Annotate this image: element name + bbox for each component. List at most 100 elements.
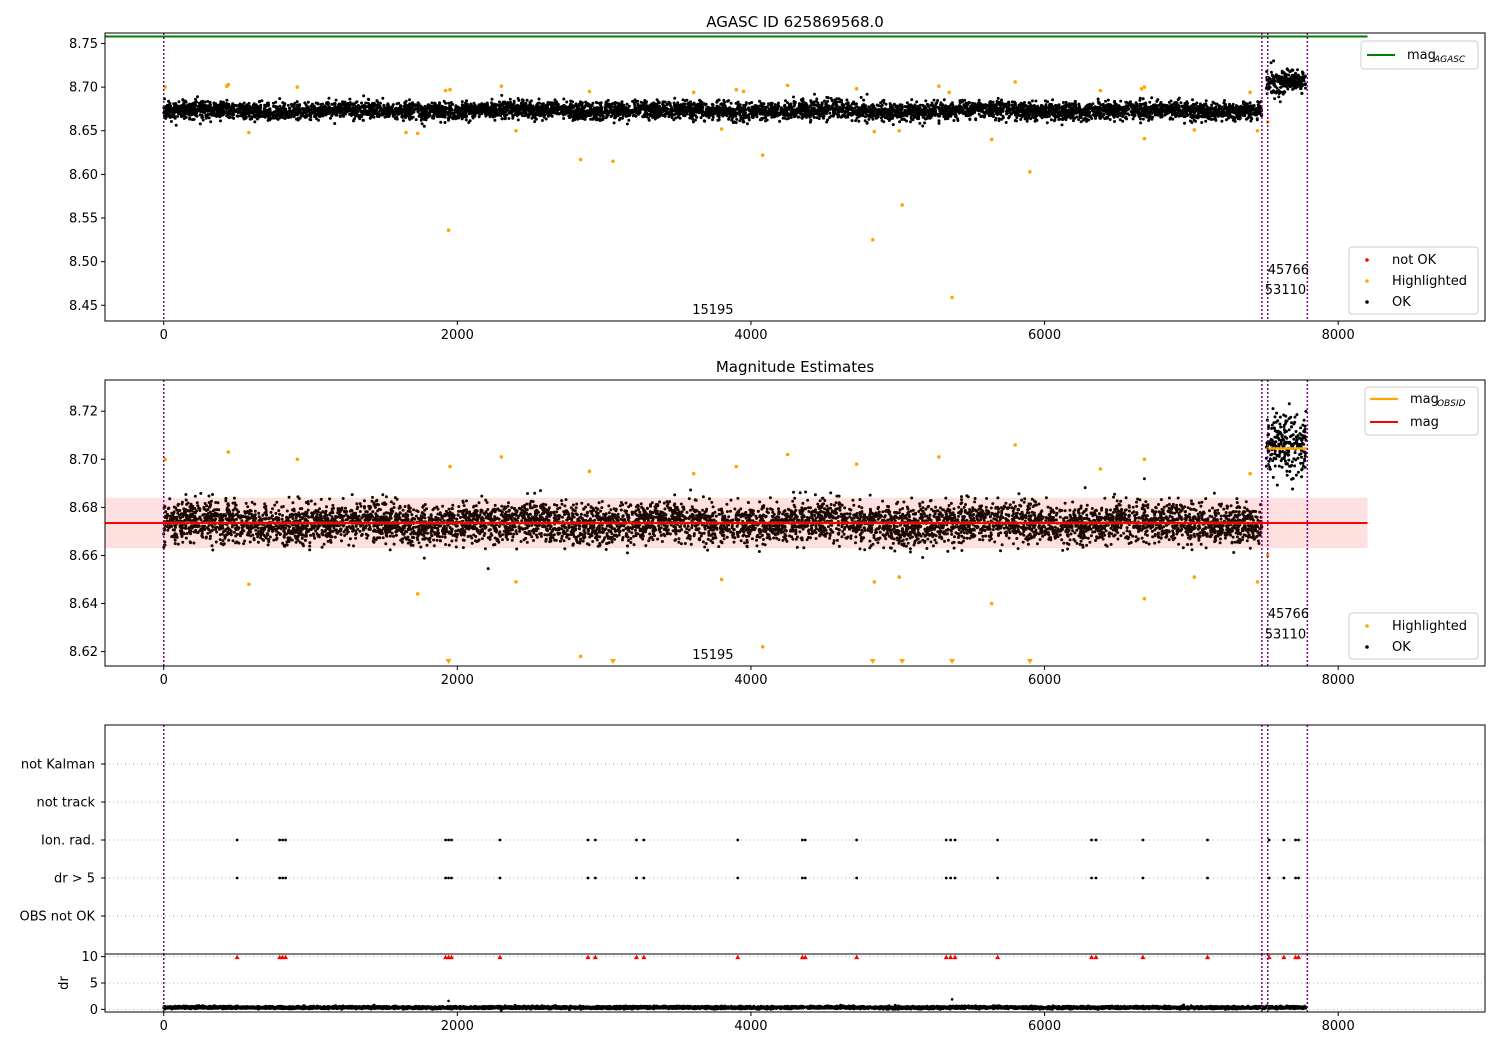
panel-agasc-marks: 8.458.508.558.608.658.708.750 2000 4000 600…	[69, 33, 1368, 343]
data-point	[905, 119, 908, 123]
data-point	[764, 119, 768, 123]
data-point	[408, 98, 411, 102]
data-point	[879, 101, 883, 105]
data-point	[1106, 98, 1110, 102]
data-point	[1175, 108, 1179, 112]
data-point	[420, 122, 424, 126]
data-point	[1119, 99, 1123, 103]
data-point	[1174, 114, 1178, 118]
data-point	[1088, 107, 1092, 110]
data-point	[1094, 116, 1097, 120]
data-point	[574, 102, 578, 106]
data-point	[468, 107, 472, 111]
data-point	[958, 101, 962, 105]
data-point	[1051, 98, 1055, 102]
x-tick-label: 0	[160, 328, 168, 343]
data-point	[778, 119, 782, 123]
data-point	[399, 104, 403, 108]
data-point	[253, 120, 257, 124]
data-point	[537, 97, 541, 101]
data-point	[1218, 104, 1222, 108]
data-point	[1043, 99, 1047, 103]
y-tick-label: 8.75	[69, 37, 98, 52]
data-point	[1047, 109, 1051, 113]
data-point	[910, 98, 914, 102]
data-point	[477, 115, 481, 119]
data-point	[376, 100, 380, 104]
data-point	[1204, 119, 1208, 123]
data-point	[850, 108, 854, 111]
data-point	[339, 114, 343, 118]
data-point	[598, 101, 601, 105]
data-point	[508, 97, 512, 101]
data-point	[534, 117, 538, 121]
data-point	[606, 98, 610, 102]
data-point	[232, 113, 236, 117]
data-point	[823, 99, 826, 103]
data-point	[871, 103, 875, 107]
data-point	[386, 102, 390, 106]
data-point	[867, 117, 871, 121]
data-point	[408, 117, 412, 121]
x-tick-label: 2000	[441, 328, 474, 343]
data-point	[786, 101, 789, 105]
data-point	[1131, 117, 1135, 121]
data-point	[1156, 113, 1160, 117]
data-point	[174, 123, 178, 127]
data-point	[930, 103, 934, 107]
data-point	[703, 119, 707, 123]
data-point	[783, 103, 787, 107]
data-point	[222, 100, 225, 104]
data-point	[1091, 109, 1095, 113]
data-point	[1155, 99, 1159, 103]
data-point	[820, 103, 824, 107]
data-point	[961, 112, 965, 116]
data-point	[813, 92, 816, 96]
data-point	[1125, 117, 1129, 121]
data-point	[1083, 110, 1087, 114]
data-point	[879, 116, 883, 120]
data-point	[178, 104, 182, 108]
data-point	[520, 98, 524, 102]
data-point	[219, 119, 222, 123]
data-point	[1137, 108, 1141, 112]
data-point	[903, 105, 907, 109]
data-point	[903, 108, 907, 112]
data-point	[704, 103, 708, 107]
data-point	[1030, 99, 1034, 103]
data-point	[334, 106, 338, 110]
data-point	[1171, 117, 1175, 121]
data-point	[1047, 114, 1051, 118]
data-point	[1000, 117, 1004, 121]
data-point	[443, 121, 447, 124]
data-point	[745, 122, 749, 126]
data-point	[972, 107, 976, 111]
data-point	[168, 101, 172, 105]
data-point	[1085, 119, 1088, 123]
data-point	[308, 117, 312, 121]
data-point	[201, 118, 205, 122]
data-point	[631, 99, 635, 103]
data-point	[736, 106, 740, 109]
data-point	[1220, 119, 1224, 123]
data-point	[625, 102, 629, 106]
data-point	[366, 97, 370, 101]
data-point	[579, 116, 583, 120]
data-point	[857, 119, 861, 123]
data-point	[362, 94, 366, 98]
data-point	[500, 117, 504, 121]
data-point	[400, 111, 404, 115]
data-point	[631, 114, 635, 118]
data-point	[843, 112, 847, 116]
data-point	[503, 117, 507, 121]
data-point	[194, 97, 197, 101]
data-point	[484, 114, 488, 118]
data-point	[565, 100, 569, 104]
data-point	[422, 124, 426, 128]
data-point	[381, 96, 385, 100]
data-point	[1015, 116, 1019, 120]
data-point	[411, 110, 415, 114]
data-point	[787, 105, 791, 109]
data-point	[968, 117, 972, 121]
data-point	[1200, 121, 1204, 124]
